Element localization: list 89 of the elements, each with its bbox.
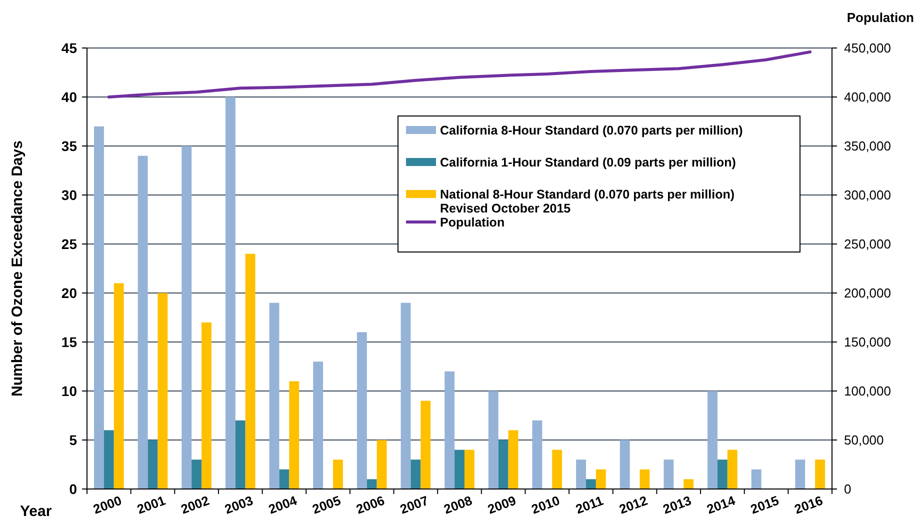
bar xyxy=(552,450,562,489)
bar xyxy=(313,362,324,489)
bar xyxy=(498,440,508,489)
bar xyxy=(245,254,256,489)
x-tick-label: 2014 xyxy=(704,492,738,517)
bar xyxy=(532,420,542,489)
y-tick-label: 45 xyxy=(61,40,78,56)
bar xyxy=(717,460,728,489)
bar xyxy=(488,391,498,489)
bar xyxy=(815,460,825,489)
y-tick-label: 15 xyxy=(61,334,78,350)
bar xyxy=(138,156,148,489)
x-tick-label: 2015 xyxy=(748,492,781,517)
y2-tick-label: 350,000 xyxy=(844,138,891,154)
x-tick-label: 2005 xyxy=(310,492,343,517)
bar xyxy=(454,450,464,489)
bar xyxy=(235,420,246,489)
legend-label: Population xyxy=(440,215,505,230)
bar xyxy=(508,430,518,489)
y2-tick-label: 0 xyxy=(844,482,852,497)
bar xyxy=(114,283,124,489)
bar xyxy=(464,450,474,489)
x-axis-title: Year xyxy=(20,503,52,520)
bar xyxy=(586,479,596,489)
y2-tick-label: 300,000 xyxy=(844,188,891,203)
bar xyxy=(225,97,236,489)
bar xyxy=(376,440,387,489)
y2-tick-label: 50,000 xyxy=(844,432,884,448)
y2-tick-label: 250,000 xyxy=(844,236,891,252)
bar xyxy=(332,460,343,489)
bar xyxy=(410,460,421,489)
x-tick-label: 2008 xyxy=(442,492,474,517)
y-tick-label: 30 xyxy=(61,186,78,203)
y-axis-title: Number of Ozone Exceedance Days xyxy=(9,140,26,396)
bar xyxy=(279,469,290,489)
bar xyxy=(708,391,718,489)
bar xyxy=(366,479,377,489)
bar xyxy=(158,293,168,489)
y2-tick-label: 400,000 xyxy=(844,90,891,105)
legend-label: California 1-Hour Standard (0.09 parts per million) xyxy=(440,155,736,170)
y2-tick-label: 150,000 xyxy=(844,334,891,350)
bar xyxy=(148,440,158,489)
x-tick-label: 2007 xyxy=(398,492,430,517)
bar xyxy=(444,371,455,489)
y2-tick-label: 450,000 xyxy=(844,40,891,56)
bar xyxy=(795,460,806,489)
bar xyxy=(182,146,192,489)
bar xyxy=(727,450,738,489)
y2-tick-label: 200,000 xyxy=(844,286,891,301)
bar xyxy=(289,381,300,489)
x-tick-label: 2000 xyxy=(91,492,124,517)
bar xyxy=(620,440,630,489)
x-tick-label: 2011 xyxy=(574,492,606,517)
x-tick-label: 2006 xyxy=(354,492,386,517)
y-tick-label: 40 xyxy=(61,88,78,105)
bar xyxy=(664,460,674,489)
bar xyxy=(400,302,411,489)
bar xyxy=(576,460,586,489)
bar xyxy=(202,322,212,489)
bar xyxy=(104,430,114,489)
bar xyxy=(192,460,202,489)
bar xyxy=(356,332,367,489)
y2-axis-title: Population xyxy=(846,10,914,25)
x-tick-label: 2001 xyxy=(135,492,168,517)
line-series xyxy=(107,50,812,98)
y-tick-label: 5 xyxy=(69,432,78,448)
x-tick-label: 2016 xyxy=(792,492,825,517)
y-tick-label: 0 xyxy=(69,480,78,497)
bar xyxy=(269,302,280,489)
bar xyxy=(640,469,650,489)
x-tick-label: 2010 xyxy=(529,492,562,517)
x-tick-label: 2012 xyxy=(617,492,650,517)
x-tick-label: 2003 xyxy=(222,492,255,517)
y-tick-label: 35 xyxy=(61,138,78,154)
x-tick-label: 2002 xyxy=(178,492,212,517)
y-tick-label: 25 xyxy=(61,236,78,252)
bar xyxy=(684,479,694,489)
bar xyxy=(420,400,431,489)
y-tick-label: 10 xyxy=(61,382,78,399)
x-tick-label: 2004 xyxy=(266,492,300,517)
bar xyxy=(596,469,606,489)
y-tick-label: 20 xyxy=(61,284,78,301)
x-tick-label: 2013 xyxy=(660,492,694,517)
bar xyxy=(751,469,762,489)
legend-label: California 8-Hour Standard (0.070 parts per million) xyxy=(440,123,743,138)
legend-label: National 8-Hour Standard (0.070 parts per million) Revised October 2015 xyxy=(440,187,735,216)
bar xyxy=(94,126,104,489)
x-tick-label: 2009 xyxy=(486,492,518,517)
y2-tick-label: 100,000 xyxy=(844,384,891,399)
